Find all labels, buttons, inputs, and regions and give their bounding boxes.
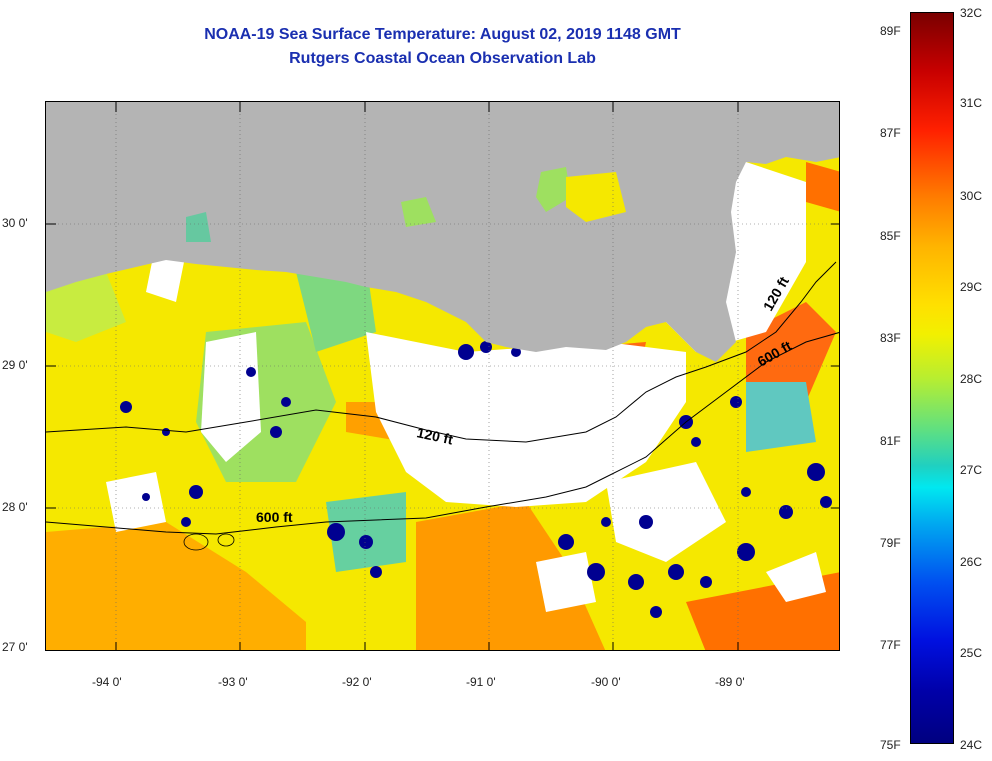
lon-label-89: -89 0'	[715, 675, 745, 689]
colorbar-label-f: 83F	[880, 331, 901, 345]
colorbar-label-f: 81F	[880, 434, 901, 448]
lat-label-30: 30 0'	[2, 216, 28, 230]
colorbar-label-c: 26C	[960, 555, 983, 569]
map-subtitle: Rutgers Coastal Ocean Observation Lab	[289, 50, 596, 67]
graticule	[46, 102, 839, 650]
sst-patch-cool	[536, 167, 571, 212]
cloud-mask	[366, 332, 686, 507]
isobath-600ft-closed	[217, 533, 235, 547]
isobath-label: 600 ft	[256, 509, 293, 525]
sst-map-canvas: 120 ft 120 ft 600 ft 600 ft	[46, 102, 839, 650]
colorbar-label-f: 87F	[880, 126, 901, 140]
isobath-label: 120 ft	[415, 424, 454, 447]
lon-label-92: -92 0'	[342, 675, 372, 689]
colorbar-label-f: 85F	[880, 229, 901, 243]
cloud-mask	[536, 552, 596, 612]
sst-patch-cool	[401, 197, 436, 227]
isobath-120ft	[46, 261, 837, 443]
isobath-600ft	[46, 332, 839, 535]
lon-label-93: -93 0'	[218, 675, 248, 689]
lon-label-91: -91 0'	[466, 675, 496, 689]
sst-patch-cool	[746, 382, 816, 452]
colorbar-label-f: 75F	[880, 738, 901, 752]
sea-surface-warm	[566, 172, 626, 222]
colorbar-label-c: 32C	[960, 6, 983, 20]
temperature-colorbar	[910, 12, 954, 744]
colorbar-label-c: 31C	[960, 96, 983, 110]
axis-ticks	[46, 102, 839, 650]
colorbar-label-c: 27C	[960, 463, 983, 477]
colorbar-label-f: 77F	[880, 638, 901, 652]
colorbar-label-c: 29C	[960, 280, 983, 294]
sst-patch-warm	[46, 522, 306, 650]
sst-patch-cool	[46, 272, 126, 342]
sst-patch-warm	[416, 502, 606, 650]
isobath-600ft-closed	[183, 533, 209, 551]
lat-label-27: 27 0'	[2, 640, 28, 654]
lat-label-29: 29 0'	[2, 358, 28, 372]
sst-patch-cool	[326, 492, 406, 572]
colorbar-label-c: 30C	[960, 189, 983, 203]
sst-cold-speckles	[120, 341, 832, 618]
cloud-mask	[201, 332, 261, 462]
land-mass	[646, 157, 696, 222]
colorbar-label-f: 79F	[880, 536, 901, 550]
colorbar-label-c: 28C	[960, 372, 983, 386]
lat-label-28: 28 0'	[2, 500, 28, 514]
map-title: NOAA-19 Sea Surface Temperature: August …	[204, 26, 681, 43]
colorbar-label-f: 89F	[880, 24, 901, 38]
colorbar-label-c: 24C	[960, 738, 983, 752]
sst-patch-hot	[806, 162, 839, 212]
colorbar-label-c: 25C	[960, 646, 983, 660]
land-mass	[46, 102, 839, 362]
sst-patch-cool	[186, 212, 211, 242]
cloud-mask	[606, 462, 726, 562]
cloud-mask	[766, 552, 826, 602]
sst-map[interactable]: 120 ft 120 ft 600 ft 600 ft	[45, 101, 840, 651]
lon-label-90: -90 0'	[591, 675, 621, 689]
cloud-mask	[106, 472, 166, 532]
lon-label-94: -94 0'	[92, 675, 122, 689]
